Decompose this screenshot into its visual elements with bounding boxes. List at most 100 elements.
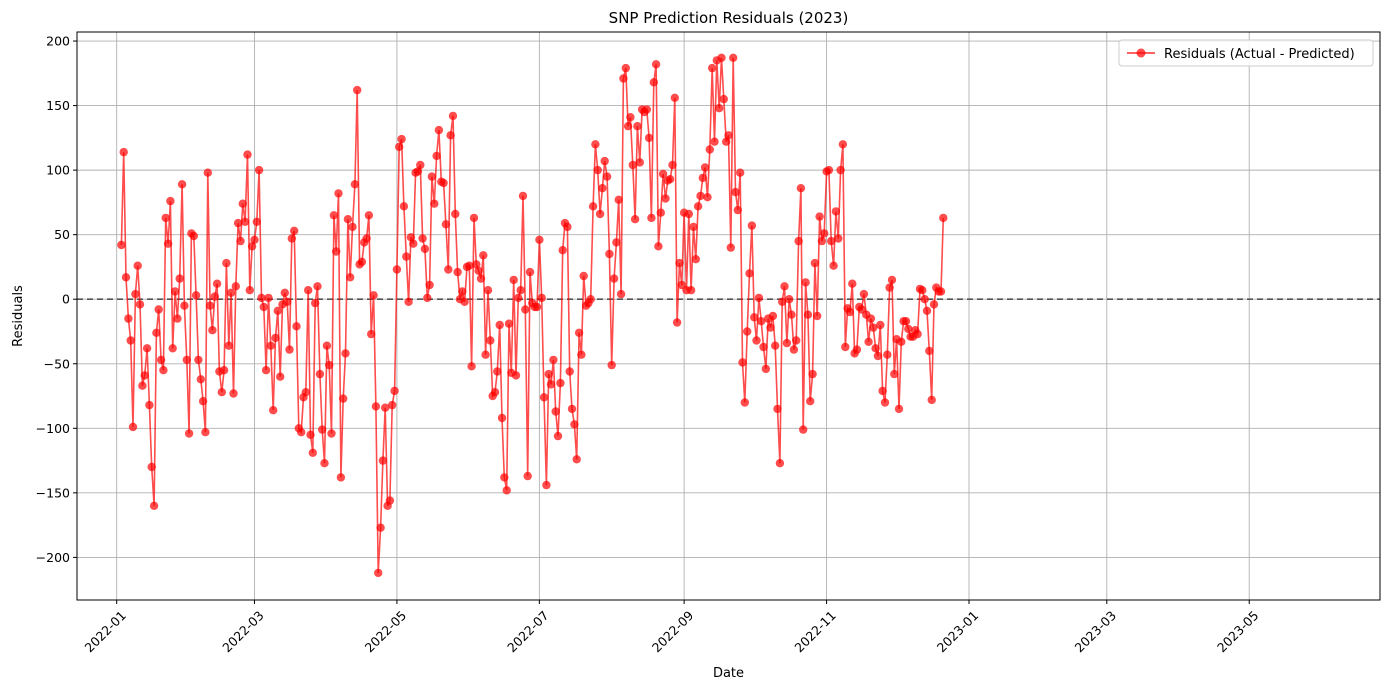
data-point — [792, 336, 801, 345]
data-point — [481, 350, 490, 359]
data-point — [378, 456, 388, 465]
data-point — [848, 279, 857, 288]
data-point — [126, 336, 135, 345]
data-point — [614, 195, 623, 204]
data-point — [138, 381, 147, 390]
data-point — [502, 486, 511, 495]
data-point — [479, 251, 488, 260]
data-point — [315, 369, 325, 379]
data-point — [273, 306, 282, 315]
data-point — [264, 293, 273, 303]
data-point — [406, 233, 416, 242]
data-point — [869, 323, 878, 332]
y-tick-label: 200 — [46, 34, 70, 49]
y-tick-label: −50 — [44, 356, 70, 371]
data-point — [257, 293, 266, 303]
data-point — [416, 160, 425, 170]
data-point — [341, 349, 350, 358]
data-point — [588, 202, 598, 211]
data-point — [577, 350, 586, 359]
data-point — [182, 355, 191, 365]
data-point — [418, 234, 427, 243]
data-point — [542, 480, 551, 490]
y-axis-ticks: −200 −150 −100 −50 0 50 100 150 200 — [36, 34, 77, 565]
data-point — [318, 425, 327, 434]
data-point — [820, 229, 829, 238]
data-point — [276, 372, 285, 381]
data-point — [689, 222, 698, 232]
data-point — [413, 167, 423, 176]
y-tick-label: 50 — [54, 227, 70, 242]
data-point — [717, 53, 726, 62]
data-point — [558, 246, 567, 255]
data-point — [525, 267, 535, 277]
data-point — [523, 471, 532, 481]
data-point — [789, 345, 799, 354]
y-tick-label: −200 — [36, 550, 70, 565]
data-point — [247, 242, 257, 251]
data-point — [448, 111, 458, 121]
data-point — [430, 199, 439, 208]
data-point — [619, 74, 628, 83]
data-point — [334, 189, 343, 198]
data-point — [472, 260, 481, 269]
data-point — [434, 125, 444, 135]
data-point — [913, 329, 922, 339]
data-point — [929, 300, 939, 309]
data-point — [168, 344, 177, 353]
data-point — [420, 244, 430, 254]
data-point — [297, 428, 306, 437]
x-axis-label: Date — [713, 666, 744, 681]
data-point — [444, 265, 453, 274]
data-point — [467, 362, 476, 371]
data-point — [787, 310, 796, 319]
data-point — [876, 320, 885, 330]
data-point — [936, 287, 946, 296]
data-point — [250, 235, 259, 244]
data-point — [332, 247, 341, 256]
data-point — [198, 397, 208, 406]
data-point — [149, 501, 159, 510]
data-point — [441, 220, 451, 229]
data-point — [252, 217, 261, 226]
data-point — [504, 319, 514, 328]
data-point — [261, 366, 271, 375]
data-point — [180, 301, 189, 310]
data-point — [166, 196, 175, 206]
data-point — [254, 165, 264, 175]
data-point — [357, 257, 367, 266]
data-point — [873, 351, 883, 361]
data-point — [722, 137, 731, 146]
data-point — [647, 213, 656, 223]
data-point — [691, 255, 700, 264]
data-point — [229, 389, 238, 398]
data-point — [724, 131, 733, 140]
data-point — [287, 234, 296, 243]
data-point — [644, 133, 654, 143]
data-point — [205, 301, 215, 310]
data-point — [803, 310, 813, 319]
data-point — [423, 293, 432, 303]
y-axis-label: Residuals — [11, 285, 26, 347]
data-point — [567, 404, 577, 414]
data-point — [740, 398, 749, 407]
data-point — [922, 306, 932, 315]
data-point — [799, 425, 808, 434]
data-point — [665, 175, 675, 184]
data-point — [775, 459, 785, 468]
data-point — [598, 184, 607, 193]
data-point — [353, 85, 362, 95]
data-point — [495, 320, 504, 330]
data-point — [796, 184, 806, 193]
data-point — [339, 394, 348, 403]
data-point — [392, 265, 402, 274]
data-point — [621, 63, 630, 73]
data-point — [219, 366, 229, 375]
data-point — [602, 172, 612, 181]
data-point — [551, 407, 560, 416]
data-point — [628, 160, 637, 170]
data-point — [616, 289, 626, 299]
data-point — [605, 249, 614, 259]
data-point — [752, 336, 761, 345]
